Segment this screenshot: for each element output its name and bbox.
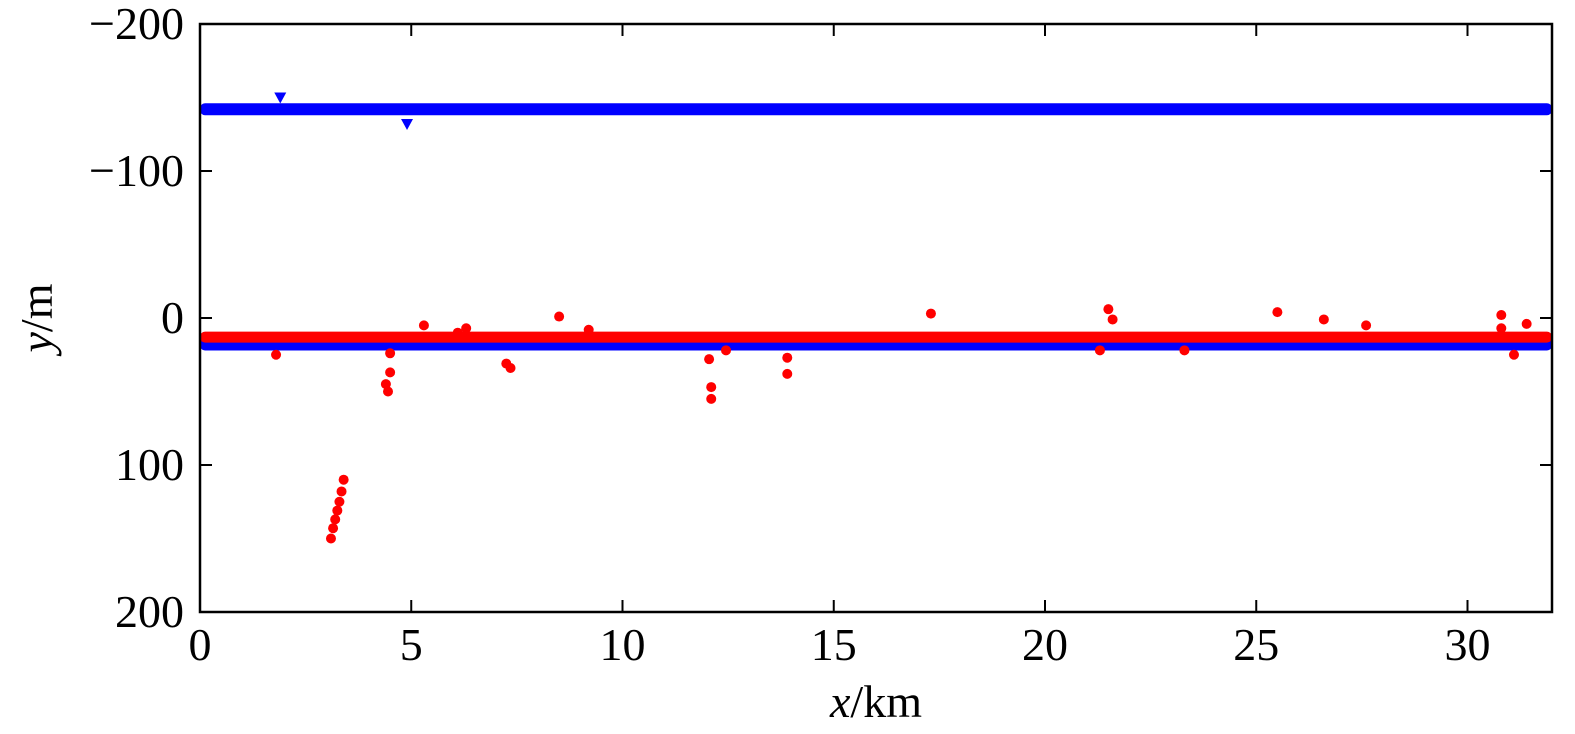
series-1-point [418, 320, 429, 331]
series-1 [200, 304, 1552, 544]
series-1-point [706, 382, 717, 393]
series-1-point [554, 311, 565, 322]
series-1-point [706, 393, 717, 404]
series-1-point [1508, 349, 1519, 360]
axis-ticks: 0 5 10 15 20 25 30 −200 −100 0 100 200 [89, 0, 1552, 670]
x-tick-label: 20 [1022, 619, 1068, 670]
y-tick-label: −200 [89, 0, 184, 49]
y-tick-label: 0 [161, 292, 184, 343]
series-1-point [332, 505, 343, 516]
series-0-point [401, 118, 414, 130]
x-axis-var: x [829, 676, 851, 727]
series-1-point [328, 523, 339, 534]
x-tick-label: 15 [811, 619, 857, 670]
series-1-point [1272, 307, 1283, 318]
x-tick-label: 25 [1233, 619, 1279, 670]
series-1-point [782, 368, 793, 379]
y-tick-label: 100 [115, 439, 184, 490]
series-1-point [704, 354, 715, 365]
series-1-point [338, 474, 349, 485]
plot-data [200, 92, 1552, 544]
series-1-point [336, 486, 347, 497]
series-0-point [274, 92, 287, 104]
series-1-point [1318, 314, 1329, 325]
x-tick-label: 5 [400, 619, 423, 670]
series-1-point [1496, 323, 1507, 334]
series-1-point [1521, 318, 1532, 329]
series-1-point [782, 352, 793, 363]
x-axis-label: x/km [829, 676, 922, 727]
y-axis-label: y/m [11, 283, 62, 356]
series-1-point [385, 367, 396, 378]
series-1-point [721, 345, 732, 356]
series-1-point [330, 514, 341, 525]
series-1-point [1103, 304, 1114, 315]
x-tick-label: 30 [1445, 619, 1491, 670]
series-1-point [1496, 310, 1507, 321]
series-1-point [271, 349, 282, 360]
series-1-point [452, 327, 463, 338]
x-axis-unit: /km [850, 676, 922, 727]
y-axis-var: y [11, 331, 62, 356]
series-1-point [1179, 345, 1190, 356]
series-0 [200, 92, 1552, 351]
series-1-point [583, 324, 594, 335]
series-1-point [505, 362, 516, 373]
series-1-point [1107, 314, 1118, 325]
y-tick-label: −100 [89, 145, 184, 196]
x-tick-label: 10 [600, 619, 646, 670]
series-1-point [461, 323, 472, 334]
y-tick-label: 200 [115, 586, 184, 637]
series-1-point [925, 308, 936, 319]
x-tick-label: 0 [189, 619, 212, 670]
series-1-point [325, 533, 336, 544]
series-0-band [200, 103, 1552, 116]
series-1-band [200, 331, 1552, 343]
series-1-point [385, 348, 396, 359]
y-axis-unit: /m [11, 283, 62, 332]
series-1-point [334, 496, 345, 507]
series-1-point [1361, 320, 1372, 331]
series-1-point [383, 386, 394, 397]
series-1-point [1094, 345, 1105, 356]
